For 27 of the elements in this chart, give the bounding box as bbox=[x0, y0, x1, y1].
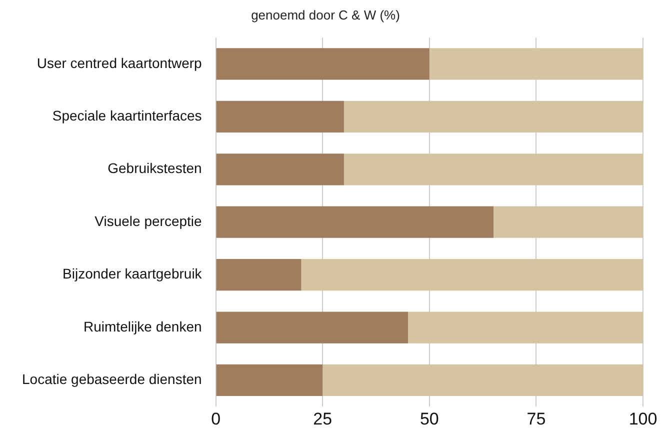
bar bbox=[493, 206, 643, 238]
x-tick-label: 0 bbox=[211, 409, 221, 428]
bar bbox=[216, 312, 408, 344]
chart-title: genoemd door C & W (%) bbox=[251, 7, 400, 22]
bar bbox=[408, 312, 643, 344]
bar bbox=[216, 364, 323, 396]
y-tick-label: Visuele perceptie bbox=[94, 212, 202, 229]
bar bbox=[216, 259, 302, 291]
y-tick-label: Locatie gebaseerde diensten bbox=[22, 371, 202, 388]
bar bbox=[344, 100, 643, 132]
bar bbox=[216, 154, 344, 186]
x-tick-label: 50 bbox=[420, 409, 439, 428]
bar bbox=[344, 154, 643, 186]
y-tick-label: Bijzonder kaartgebruik bbox=[62, 266, 203, 282]
y-tick-label: Ruimtelijke denken bbox=[84, 318, 202, 334]
bar bbox=[216, 100, 344, 132]
x-tick-label: 25 bbox=[313, 409, 332, 428]
x-tick-label: 100 bbox=[628, 409, 658, 428]
bar bbox=[216, 48, 430, 80]
bar bbox=[216, 206, 494, 238]
y-tick-label: Speciale kaartinterfaces bbox=[52, 108, 202, 124]
bar bbox=[429, 48, 643, 80]
bar bbox=[322, 364, 643, 396]
bar bbox=[301, 259, 643, 291]
x-tick-label: 75 bbox=[526, 409, 546, 428]
y-tick-label: User centred kaartontwerp bbox=[36, 54, 202, 71]
y-tick-label: Gebruikstesten bbox=[108, 160, 202, 176]
